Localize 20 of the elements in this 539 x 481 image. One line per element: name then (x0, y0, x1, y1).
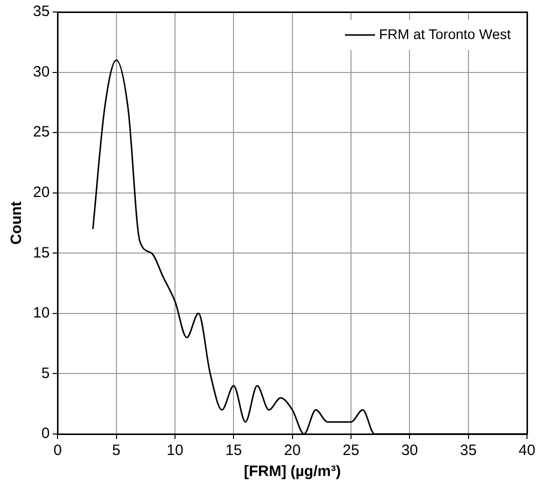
legend-label: FRM at Toronto West (379, 26, 511, 42)
y-tick-label: 0 (41, 425, 50, 442)
x-tick-label: 40 (518, 442, 536, 460)
y-tick-label: 5 (41, 364, 50, 382)
x-tick-label: 25 (342, 442, 360, 460)
y-axis-title: Count (8, 201, 26, 245)
y-tick-label: 15 (32, 244, 50, 262)
x-tick-label: 10 (166, 442, 184, 460)
x-axis-title: [FRM] (µg/m³) (244, 463, 341, 480)
y-tick-label: 20 (32, 184, 50, 201)
y-tick-label: 10 (32, 304, 50, 322)
x-tick-label: 15 (225, 442, 242, 460)
y-tick-label: 25 (32, 124, 50, 141)
x-tick-label: 35 (460, 442, 477, 460)
x-tick-label: 5 (112, 442, 121, 460)
y-tick-label: 30 (32, 63, 50, 80)
y-tick-label: 35 (32, 3, 50, 20)
x-tick-label: 20 (284, 442, 301, 460)
x-tick-label: 0 (54, 442, 62, 460)
x-tick-label: 30 (401, 442, 418, 460)
